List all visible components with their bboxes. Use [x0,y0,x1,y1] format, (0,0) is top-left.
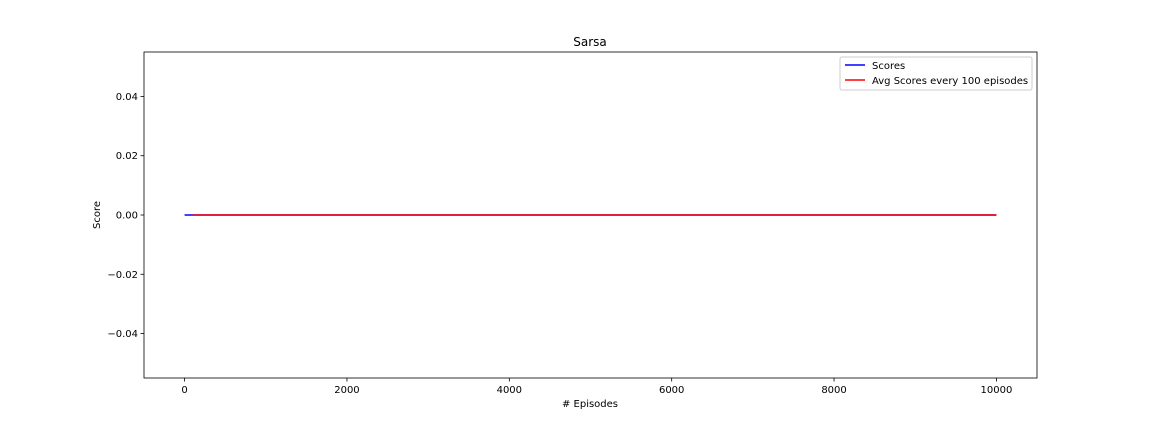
y-tick-label: 0.00 [116,211,138,222]
y-tick-label: −0.02 [107,270,138,281]
legend-label-scores: Scores [872,61,905,72]
y-tick-label: −0.04 [107,329,138,340]
x-tick-label: 0 [181,385,187,396]
x-tick-label: 6000 [659,385,684,396]
x-tick-label: 2000 [334,385,359,396]
y-tick-label: 0.02 [116,151,138,162]
legend-box [839,56,1033,91]
legend: Scores Avg Scores every 100 episodes [839,56,1033,91]
x-tick-label: 10000 [981,385,1013,396]
y-axis-label: Score [92,201,103,229]
y-tick-label: 0.04 [116,92,138,103]
legend-label-avg-scores: Avg Scores every 100 episodes [872,76,1028,87]
y-axis-ticks: −0.04 −0.02 0.00 0.02 0.04 [107,92,144,340]
x-axis-label: # Episodes [562,399,618,410]
x-tick-label: 8000 [821,385,846,396]
x-tick-label: 4000 [497,385,522,396]
chart-title: Sarsa [573,35,607,49]
x-axis-ticks: 0 2000 4000 6000 8000 10000 [181,378,1012,396]
